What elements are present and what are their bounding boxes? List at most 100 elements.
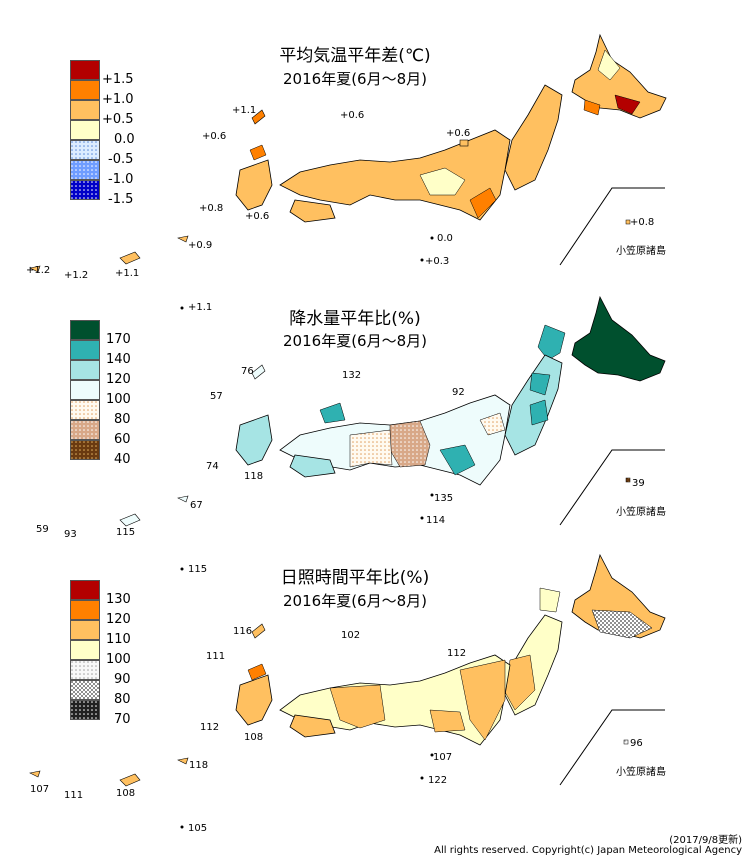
legend-swatch-light-blue [70,140,100,160]
map-value-label: +1.1 [232,105,257,116]
legend-label: 70 [114,712,131,727]
panel-period: 2016年夏(6月～8月) [283,70,427,88]
map-value-label: 39 [632,478,645,489]
legend-swatch-orange [70,600,100,620]
map-value-label: +0.6 [446,128,471,139]
map-value-label: 112 [200,722,220,733]
map-value-label: 108 [244,732,264,743]
map-value-label: +0.8 [199,203,224,214]
map-value-label: 102 [341,630,361,641]
legend-swatch-dark-green [70,320,100,340]
map-value-label: 114 [426,515,446,526]
legend-label: 110 [106,632,131,647]
legend-label: -1.5 [108,192,134,207]
legend-label: 80 [114,692,131,707]
legend-swatch-orange [70,80,100,100]
legend-swatch-blue [70,160,100,180]
map-value-label: +1.1 [115,268,140,279]
legend-swatch-brown [70,440,100,460]
map-value-label: 0.0 [437,233,453,244]
legend-swatch-red [70,580,100,600]
legend-swatch-gray [70,680,100,700]
map-value-label: +0.9 [188,240,213,251]
legend-label: 0.0 [114,132,135,147]
japan-map-temperature [29,33,667,310]
map-value-label: 135 [434,493,454,504]
legend-swatch-pale-yellow [70,120,100,140]
map-value-label: 111 [206,651,226,662]
legend-label: +1.5 [102,72,134,87]
copyright: All rights reserved. Copyright(c) Japan … [434,845,742,856]
legend-label: 40 [114,452,131,467]
map-value-label: +0.6 [245,211,270,222]
legend-swatch-light-teal [70,360,100,380]
legend-label: -0.5 [108,152,134,167]
legend-swatch-light-orange [70,620,100,640]
ogasawara-label: 小笠原諸島 [616,767,666,778]
precipitation-panel: 降水量平年比(%) 2016年夏(6月～8月) 170 140 120 100 … [0,285,750,575]
ogasawara-label: 小笠原諸島 [616,246,666,257]
temperature-panel: 平均気温平年差(℃) 2016年夏(6月～8月) +1.5 +1.0 +0.5 … [0,0,750,313]
legend-swatch-red [70,60,100,80]
legend-label: 120 [106,612,131,627]
map-value-label: 115 [188,564,208,575]
map-value-label: 115 [116,527,136,538]
sunshine-panel: 日照時間平年比(%) 2016年夏(6月～8月) 130 120 110 100… [0,553,750,860]
update-date: (2017/9/8更新) [669,835,742,846]
map-value-label: 96 [630,738,643,749]
legend-label: 140 [106,352,131,367]
legend-label: 120 [106,372,131,387]
map-value-label: 105 [188,823,208,834]
panel-period: 2016年夏(6月～8月) [283,332,427,350]
legend-label: 100 [106,652,131,667]
legend-swatch-teal [70,340,100,360]
map-value-label: 118 [189,760,209,771]
legend-label: 60 [114,432,131,447]
map-value-label: 112 [447,648,467,659]
map-value-label: +0.8 [630,217,655,228]
map-value-label: +0.6 [202,131,227,142]
map-value-label: 118 [244,471,264,482]
map-value-label: 76 [241,366,254,377]
legend-label: 80 [114,412,131,427]
map-value-label: +0.3 [425,256,450,267]
map-value-label: 59 [36,524,49,535]
legend-swatch-pale-yellow [70,640,100,660]
legend-label: 100 [106,392,131,407]
map-value-label: 111 [64,790,84,801]
map-value-label: 107 [433,752,453,763]
map-value-label: +1.1 [188,302,213,313]
legend-swatch-tan [70,420,100,440]
map-value-label: 93 [64,529,77,540]
map-value-label: +0.6 [340,110,365,121]
map-value-label: 57 [210,391,223,402]
map-value-label: 122 [428,775,448,786]
legend-swatch-light-orange [70,100,100,120]
map-value-label: 108 [116,788,136,799]
map-value-label: 74 [206,461,219,472]
legend-swatch-pale-orange [70,400,100,420]
legend-swatch-light-gray [70,660,100,680]
legend-label: 130 [106,592,131,607]
legend-swatch-black [70,700,100,720]
legend-swatch-dark-blue [70,180,100,200]
map-value-label: 107 [30,784,50,795]
panel-title: 日照時間平年比(%) [280,568,430,588]
japan-map-sunshine [29,553,666,829]
legend-label: 90 [114,672,131,687]
panel-period: 2016年夏(6月～8月) [283,592,427,610]
panel-title: 降水量平年比(%) [289,309,421,329]
legend-label: -1.0 [108,172,134,187]
legend-label: 170 [106,332,131,347]
ogasawara-label: 小笠原諸島 [616,507,666,518]
map-value-label: +1.2 [26,265,51,276]
map-value-label: +1.2 [64,270,89,281]
legend-label: +1.0 [102,92,134,107]
map-value-label: 116 [233,626,253,637]
map-value-label: 132 [342,370,362,381]
japan-map-precipitation [119,295,666,571]
panel-title: 平均気温平年差(℃) [279,46,431,66]
legend-swatch-pale-cyan [70,380,100,400]
map-value-label: 92 [452,387,465,398]
map-value-label: 67 [190,500,203,511]
